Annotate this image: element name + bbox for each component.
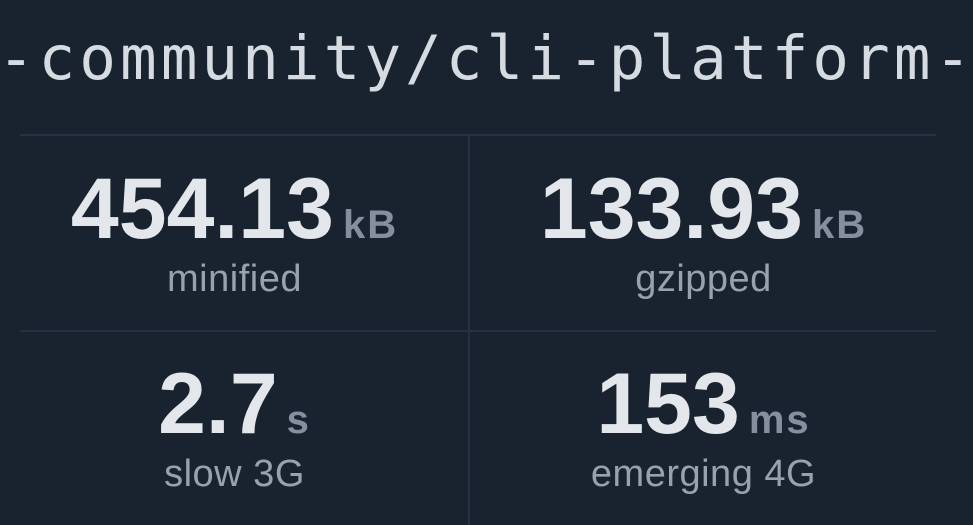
stat-emerging-4g-value-row: 153 ms bbox=[596, 361, 810, 447]
stat-gzipped-value-row: 133.93 kB bbox=[540, 166, 867, 252]
stat-emerging-4g-label: emerging 4G bbox=[590, 452, 817, 495]
stat-minified-label: minified bbox=[167, 258, 302, 300]
stat-slow-3g-unit: s bbox=[286, 397, 311, 442]
stat-minified: 454.13 kB minified bbox=[0, 136, 469, 331]
divider-top bbox=[20, 134, 936, 136]
stat-slow-3g-label: slow 3G bbox=[164, 452, 305, 495]
divider-vertical bbox=[468, 136, 470, 525]
stat-minified-value-row: 454.13 kB bbox=[71, 166, 398, 252]
stat-emerging-4g-unit: ms bbox=[748, 397, 811, 442]
stat-slow-3g-value: 2.7 bbox=[158, 355, 278, 452]
stat-minified-unit: kB bbox=[342, 203, 399, 247]
divider-middle bbox=[20, 330, 936, 332]
stat-gzipped-unit: kB bbox=[811, 203, 868, 247]
stat-gzipped-value: 133.93 bbox=[539, 161, 803, 257]
package-name-title: -community/cli-platform- bbox=[0, 23, 973, 94]
stats-grid: 454.13 kB minified 133.93 kB gzipped 2.7… bbox=[0, 136, 938, 525]
stat-emerging-4g-value: 153 bbox=[596, 355, 740, 452]
stat-emerging-4g: 153 ms emerging 4G bbox=[469, 331, 938, 525]
stat-gzipped: 133.93 kB gzipped bbox=[469, 136, 938, 331]
stat-minified-value: 454.13 bbox=[70, 161, 334, 257]
stat-slow-3g: 2.7 s slow 3G bbox=[0, 331, 469, 525]
stat-gzipped-label: gzipped bbox=[635, 258, 772, 300]
stat-slow-3g-value-row: 2.7 s bbox=[158, 361, 311, 447]
